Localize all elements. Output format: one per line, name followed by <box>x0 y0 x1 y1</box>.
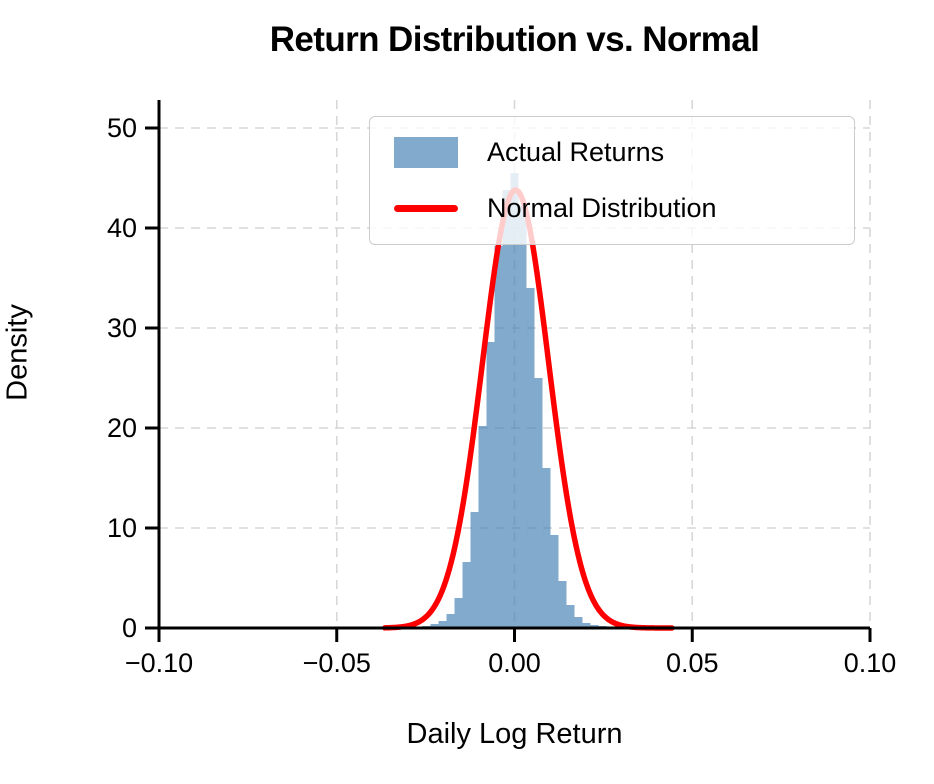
y-tick-label: 40 <box>106 213 137 243</box>
histogram-bar <box>502 190 511 628</box>
y-axis-label: Density <box>1 304 34 401</box>
histogram-bar <box>534 378 543 628</box>
histogram-bar <box>430 624 439 628</box>
chart-title: Return Distribution vs. Normal <box>269 20 760 59</box>
x-tick-label: 0.10 <box>843 648 897 678</box>
histogram-bar <box>518 206 527 628</box>
legend-label-normal-distribution: Normal Distribution <box>487 192 717 223</box>
histogram-bar <box>462 562 471 628</box>
histogram-bar <box>470 512 479 628</box>
histogram-bar <box>558 581 567 628</box>
histogram-bar <box>446 614 455 628</box>
histogram-bar <box>566 605 575 628</box>
histogram-bar <box>550 535 559 628</box>
x-tick-label: 0.05 <box>665 648 719 678</box>
histogram-swatch-icon <box>394 137 458 169</box>
histogram-bar <box>582 623 591 628</box>
line-swatch-icon <box>394 204 458 212</box>
legend-handle <box>394 137 458 169</box>
legend-item-actual-returns: Actual Returns <box>394 131 854 175</box>
y-tick-label: 0 <box>121 613 137 643</box>
histogram-bar <box>478 426 487 628</box>
histogram-bar <box>486 342 495 628</box>
histogram-bar <box>510 173 519 628</box>
histogram-bar <box>542 468 551 628</box>
legend-label-actual-returns: Actual Returns <box>487 137 665 168</box>
histogram-bar <box>438 621 447 628</box>
legend-handle <box>394 204 458 212</box>
histogram-bar <box>494 246 503 628</box>
x-tick-label: 0.00 <box>488 648 541 678</box>
y-tick-label: 30 <box>106 313 137 343</box>
histogram-bar <box>526 288 535 628</box>
y-tick-label: 10 <box>106 513 137 543</box>
histogram-bar <box>574 617 583 628</box>
histogram-bars <box>422 173 607 628</box>
legend: Actual Returns Normal Distribution <box>369 116 855 245</box>
axes-spines <box>145 100 872 642</box>
x-tick-label: −0.05 <box>302 648 371 678</box>
x-axis-label: Daily Log Return <box>406 718 623 750</box>
x-tick-label: −0.10 <box>124 648 194 678</box>
legend-item-normal-distribution: Normal Distribution <box>394 186 854 230</box>
histogram-bar <box>454 598 463 628</box>
y-tick-label: 50 <box>106 113 137 143</box>
y-tick-label: 20 <box>106 413 137 443</box>
